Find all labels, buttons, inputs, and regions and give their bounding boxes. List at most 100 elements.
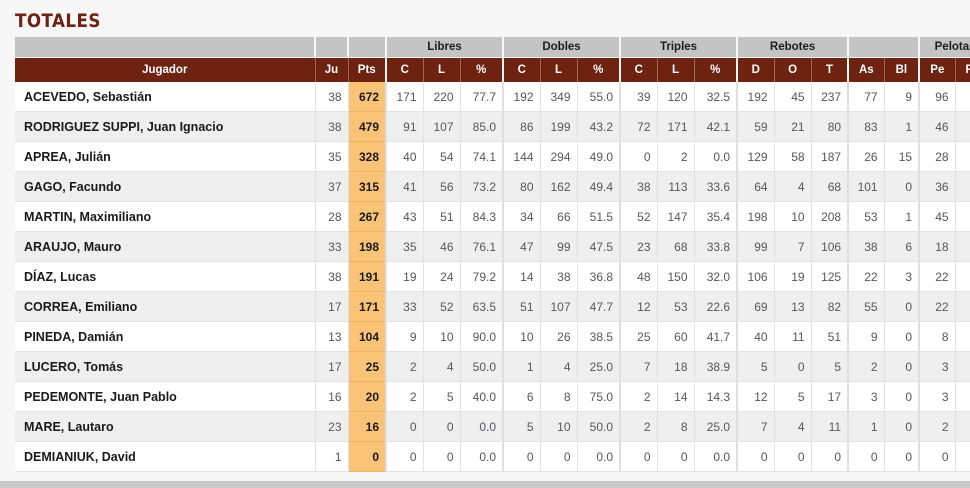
cell-dl: 26	[540, 321, 578, 352]
cell-ro: 0	[774, 351, 812, 382]
column-header-d-12[interactable]: D	[737, 57, 775, 82]
cell-rd: 40	[737, 321, 775, 352]
cell-player-name: DEMIANIUK, David	[15, 441, 316, 472]
column-header-l-4[interactable]: L	[423, 57, 461, 82]
cell-tl: 53	[657, 291, 695, 322]
table-row[interactable]: LUCERO, Tomás 17 25 2 4 50.0 1 4 25.0 7 18 38.9 5 0 5 2…	[15, 351, 970, 382]
cell-dp: 38.5	[577, 321, 622, 352]
cell-player-name: ACEVEDO, Sebastián	[15, 82, 316, 112]
cell-re: 0	[955, 441, 970, 472]
column-header-pct-8[interactable]: %	[577, 57, 622, 82]
cell-ju: 37	[315, 171, 349, 202]
group-header-rebotes: Rebotes	[737, 37, 850, 58]
cell-tl: 113	[657, 171, 695, 202]
bottom-scroll-bar[interactable]	[0, 481, 970, 488]
table-row[interactable]: MARE, Lautaro 23 16 0 0 0.0 5 10 50.0 2 8 25.0 7 4 11 1…	[15, 411, 970, 442]
cell-pe: 2	[919, 411, 956, 442]
cell-rt: 208	[811, 201, 850, 232]
column-header-jugador-0[interactable]: Jugador	[15, 57, 316, 82]
cell-ll: 56	[423, 171, 461, 202]
group-header-blank-0	[15, 37, 316, 58]
cell-bl: 0	[884, 351, 921, 382]
table-row[interactable]: RODRIGUEZ SUPPI, Juan Ignacio 38 479 91 107 8…	[15, 111, 970, 142]
cell-lc: 19	[386, 261, 424, 292]
cell-tp: 25.0	[694, 411, 739, 442]
cell-re: 35	[955, 201, 970, 232]
cell-re: 36	[955, 171, 970, 202]
cell-player-name: ARAUJO, Mauro	[15, 231, 316, 262]
cell-player-name: LUCERO, Tomás	[15, 351, 316, 382]
cell-as: 3	[848, 381, 885, 412]
cell-dl: 349	[540, 82, 578, 112]
column-header-c-3[interactable]: C	[386, 57, 424, 82]
cell-re: 18	[955, 261, 970, 292]
column-header-pts-2[interactable]: Pts	[348, 57, 387, 82]
column-header-ju-1[interactable]: Ju	[315, 57, 349, 82]
cell-pe: 36	[919, 171, 956, 202]
cell-rd: 106	[737, 261, 775, 292]
column-header-pe-17[interactable]: Pe	[919, 57, 956, 82]
column-header-o-13[interactable]: O	[774, 57, 812, 82]
table-row[interactable]: CORREA, Emiliano 17 171 33 52 63.5 51 107 47.7 12…	[15, 291, 970, 322]
column-header-l-10[interactable]: L	[657, 57, 695, 82]
table-row[interactable]: DÍAZ, Lucas 38 191 19 24 79.2 14 38 36.8 48 150 32.…	[15, 261, 970, 292]
cell-dl: 0	[540, 441, 578, 472]
cell-lc: 9	[386, 321, 424, 352]
table-row[interactable]: GAGO, Facundo 37 315 41 56 73.2 80 162 49.4 38 113…	[15, 171, 970, 202]
cell-player-name: MARTIN, Maximiliano	[15, 201, 316, 232]
cell-tp: 35.4	[694, 201, 739, 232]
cell-dl: 8	[540, 381, 578, 412]
cell-pts: 25	[348, 351, 387, 382]
cell-re: 3	[955, 381, 970, 412]
table-row[interactable]: MARTIN, Maximiliano 28 267 43 51 84.3 34 66 51.5…	[15, 201, 970, 232]
table-row[interactable]: ARAUJO, Mauro 33 198 35 46 76.1 47 99 47.5 23 68 33…	[15, 231, 970, 262]
column-header-c-6[interactable]: C	[503, 57, 541, 82]
cell-bl: 1	[884, 111, 921, 142]
cell-ju: 38	[315, 261, 349, 292]
group-header-blank-2	[348, 37, 387, 58]
table-row[interactable]: ACEVEDO, Sebastián 38 672 171 220 77.7 192 349 5…	[15, 82, 970, 112]
cell-pts: 104	[348, 321, 387, 352]
cell-as: 101	[848, 171, 885, 202]
cell-as: 38	[848, 231, 885, 262]
cell-as: 22	[848, 261, 885, 292]
cell-tc: 2	[620, 411, 658, 442]
column-header-re-18[interactable]: Re	[955, 57, 970, 82]
cell-tc: 39	[620, 82, 658, 112]
table-row[interactable]: PINEDA, Damián 13 104 9 10 90.0 10 26 38.5 25 60 41…	[15, 321, 970, 352]
cell-rd: 12	[737, 381, 775, 412]
column-header-pct-5[interactable]: %	[460, 57, 504, 82]
cell-pe: 46	[919, 111, 956, 142]
column-header-c-9[interactable]: C	[620, 57, 658, 82]
cell-dc: 34	[503, 201, 541, 232]
cell-ll: 52	[423, 291, 461, 322]
cell-dp: 43.2	[577, 111, 622, 142]
cell-tl: 120	[657, 82, 695, 112]
cell-ll: 4	[423, 351, 461, 382]
table-row[interactable]: PEDEMONTE, Juan Pablo 16 20 2 5 40.0 6 8 75.0 2 14…	[15, 381, 970, 412]
cell-dl: 107	[540, 291, 578, 322]
cell-rt: 11	[811, 411, 850, 442]
cell-dc: 6	[503, 381, 541, 412]
column-header-pct-11[interactable]: %	[694, 57, 739, 82]
column-header-l-7[interactable]: L	[540, 57, 578, 82]
cell-ro: 10	[774, 201, 812, 232]
cell-tc: 38	[620, 171, 658, 202]
table-row[interactable]: APREA, Julián 35 328 40 54 74.1 144 294 49.0 0 2 0.…	[15, 141, 970, 172]
column-header-as-15[interactable]: As	[848, 57, 885, 82]
cell-dp: 36.8	[577, 261, 622, 292]
cell-bl: 9	[884, 82, 921, 112]
cell-as: 55	[848, 291, 885, 322]
cell-dl: 199	[540, 111, 578, 142]
column-header-bl-16[interactable]: Bl	[884, 57, 921, 82]
cell-pe: 3	[919, 351, 956, 382]
cell-ro: 13	[774, 291, 812, 322]
cell-bl: 0	[884, 381, 921, 412]
cell-ll: 54	[423, 141, 461, 172]
column-header-t-14[interactable]: T	[811, 57, 850, 82]
cell-ll: 0	[423, 441, 461, 472]
cell-rt: 51	[811, 321, 850, 352]
cell-tc: 0	[620, 141, 658, 172]
